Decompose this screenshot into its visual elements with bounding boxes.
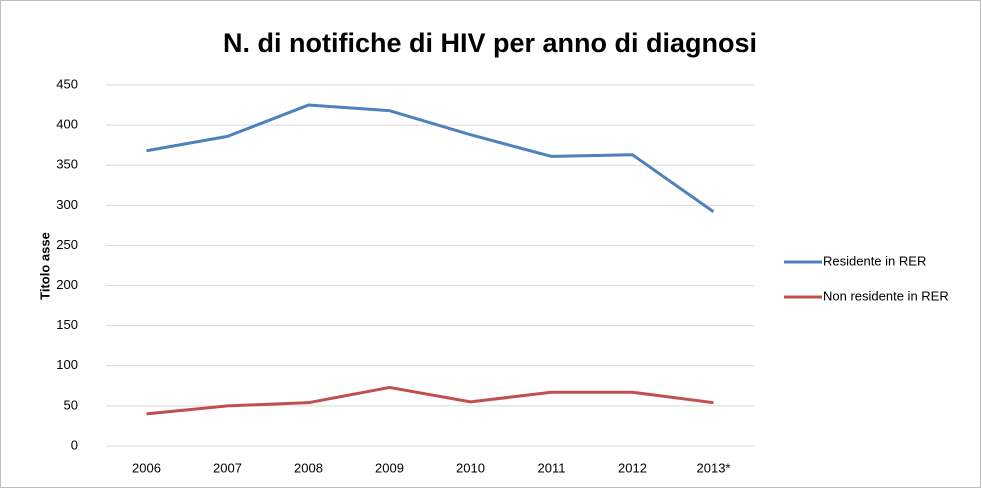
series-line xyxy=(146,385,714,416)
y-tick-label: 100 xyxy=(56,357,78,372)
chart-title: N. di notifiche di HIV per anno di diagn… xyxy=(223,28,757,58)
legend-label: Non residente in RER xyxy=(823,288,949,303)
series-line xyxy=(146,103,715,213)
x-tick-label: 2009 xyxy=(375,460,404,475)
x-tick-label: 2012 xyxy=(618,460,647,475)
x-tick-label: 2011 xyxy=(538,460,566,475)
y-tick-label: 150 xyxy=(56,317,78,332)
y-axis-label: Titolo asse xyxy=(37,232,52,300)
y-tick-label: 400 xyxy=(56,117,78,132)
y-tick-label: 350 xyxy=(56,157,78,172)
x-tick-label: 2007 xyxy=(213,460,242,475)
y-tick-label: 300 xyxy=(56,197,78,212)
y-tick-label: 0 xyxy=(71,437,78,452)
y-tick-label: 50 xyxy=(64,397,78,412)
y-tick-label: 250 xyxy=(56,237,78,252)
x-tick-label: 2008 xyxy=(294,460,323,475)
y-tick-label: 200 xyxy=(56,277,78,292)
y-tick-label: 450 xyxy=(56,76,78,91)
x-tick-label: 2010 xyxy=(456,460,485,475)
x-tick-label: 2013* xyxy=(697,460,731,475)
legend-label: Residente in RER xyxy=(823,253,926,268)
x-tick-label: 2006 xyxy=(132,460,161,475)
